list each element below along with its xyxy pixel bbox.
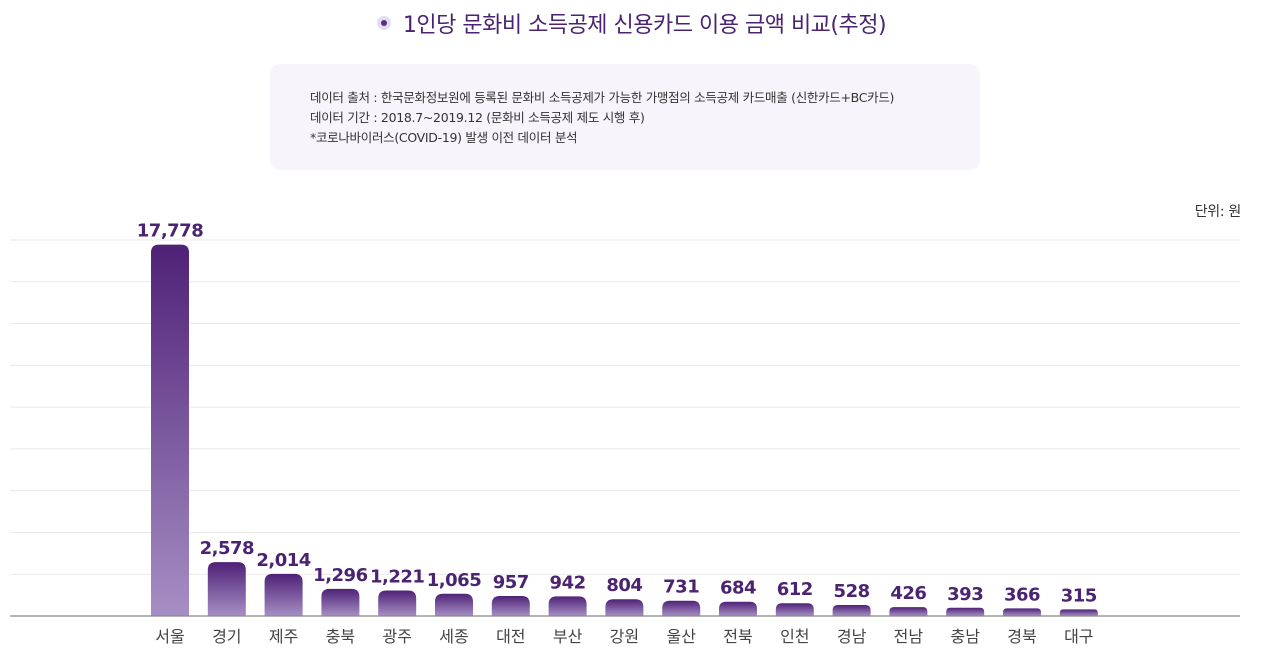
bar-충북: [321, 588, 360, 616]
bar-경남: [832, 604, 871, 616]
value-label-세종: 1,065: [427, 570, 481, 591]
bar-울산: [662, 600, 701, 616]
category-label-충남: 충남: [950, 627, 980, 646]
category-label-경기: 경기: [212, 627, 241, 646]
bar-전북: [719, 601, 757, 616]
note-period-line: 데이터 기간 : 2018.7~2019.12 (문화비 소득공제 제도 시행 …: [310, 110, 645, 125]
category-label-부산: 부산: [553, 627, 583, 646]
category-label-제주: 제주: [269, 627, 298, 646]
note-source-line: 데이터 출처 : 한국문화정보원에 등록된 문화비 소득공제가 가능한 가맹점의…: [310, 90, 895, 105]
value-label-충남: 393: [947, 584, 983, 605]
category-label-경남: 경남: [837, 627, 867, 646]
category-label-세종: 세종: [439, 627, 468, 646]
bar-충남: [946, 607, 985, 616]
category-labels: 서울 경기 제주 충북 광주 세종 대전 부산 강원 울산 전북 인천 경남 전남 충남 경북 대구: [155, 627, 1093, 646]
bar-세종: [435, 593, 473, 616]
category-label-대구: 대구: [1064, 627, 1093, 646]
bar-광주: [378, 590, 417, 616]
category-label-울산: 울산: [666, 627, 696, 646]
bar-인천: [775, 603, 814, 616]
value-label-강원: 804: [606, 575, 642, 596]
bar-대구: [1059, 609, 1098, 616]
note-covid-line: *코로나바이러스(COVID-19) 발생 이전 데이터 분석: [310, 130, 578, 145]
value-label-광주: 1,221: [370, 566, 424, 587]
category-label-서울: 서울: [155, 627, 184, 646]
bar-대전: [491, 596, 530, 616]
value-label-경기: 2,578: [200, 538, 254, 559]
value-label-경북: 366: [1004, 584, 1040, 605]
data-source-note: 데이터 출처 : 한국문화정보원에 등록된 문화비 소득공제가 가능한 가맹점의…: [270, 64, 980, 170]
category-label-충북: 충북: [326, 627, 355, 646]
category-label-전남: 전남: [894, 627, 924, 646]
unit-label: 단위: 원: [1194, 204, 1242, 220]
value-label-대전: 957: [493, 572, 529, 593]
value-label-부산: 942: [550, 572, 586, 593]
bullet-dot-icon: [376, 16, 391, 30]
category-label-전북: 전북: [723, 627, 752, 646]
category-label-대전: 대전: [496, 627, 525, 646]
category-label-강원: 강원: [610, 627, 639, 646]
chart-title-wrap: 1인당 문화비 소득공제 신용카드 이용 금액 비교(추정): [0, 8, 1263, 38]
category-label-인천: 인천: [780, 627, 809, 646]
grid-lines: [10, 239, 1240, 575]
bars: [151, 244, 1098, 616]
value-label-제주: 2,014: [256, 550, 310, 571]
bar-서울: [151, 244, 189, 616]
bar-강원: [605, 599, 644, 616]
bar-경기: [207, 562, 246, 616]
value-label-전북: 684: [720, 578, 756, 599]
bar-제주: [264, 573, 303, 616]
value-label-경남: 528: [834, 581, 870, 602]
value-label-대구: 315: [1061, 585, 1097, 606]
bar-부산: [548, 596, 587, 616]
bar-전남: [889, 607, 928, 616]
category-label-광주: 광주: [382, 627, 411, 646]
value-label-울산: 731: [663, 577, 699, 598]
value-label-인천: 612: [777, 579, 813, 600]
value-label-충북: 1,296: [313, 565, 367, 586]
value-label-전남: 426: [890, 583, 926, 604]
category-label-경북: 경북: [1007, 627, 1036, 646]
chart-title: 1인당 문화비 소득공제 신용카드 이용 금액 비교(추정): [402, 13, 887, 38]
value-label-서울: 17,778: [137, 221, 203, 242]
bar-경북: [1003, 608, 1041, 616]
